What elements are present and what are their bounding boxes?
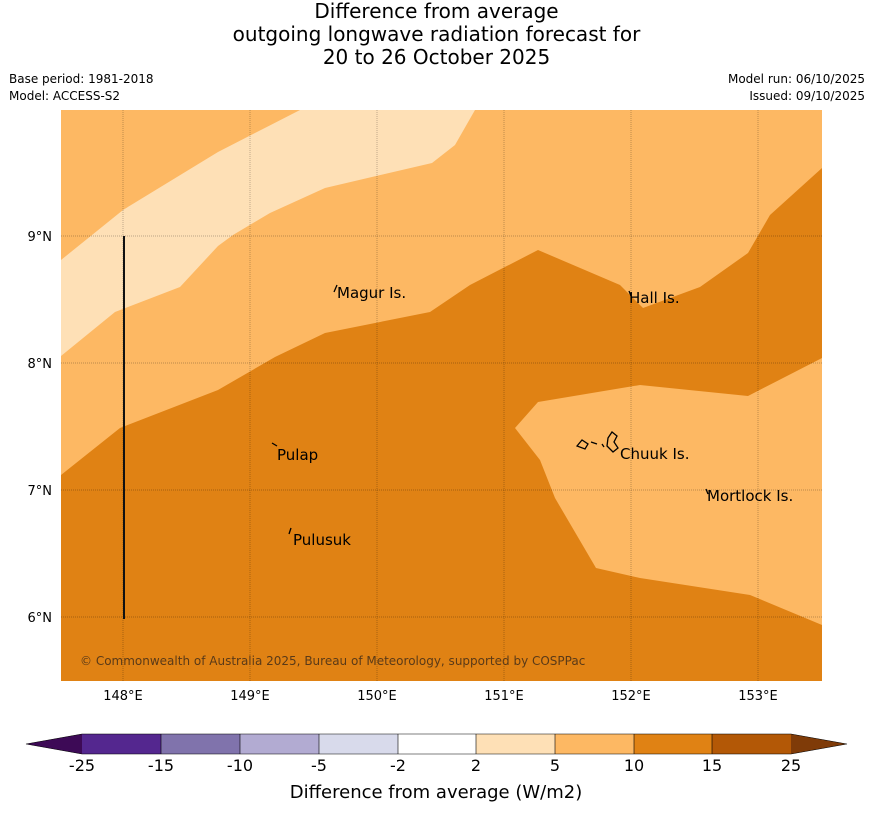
cb-tick-6: 2 bbox=[471, 756, 481, 775]
island-mortlock bbox=[705, 488, 709, 495]
lon-151: 151°E bbox=[484, 689, 524, 704]
lon-148: 148°E bbox=[103, 689, 143, 704]
cb-tick-3: -10 bbox=[227, 756, 253, 775]
title-line-1: Difference from average bbox=[314, 0, 559, 23]
cb-tick-2: -15 bbox=[148, 756, 174, 775]
map-plot-area bbox=[61, 110, 822, 681]
place-mortlock: Mortlock Is. bbox=[707, 487, 793, 505]
colorbar: -25 -15 -10 -5 -2 2 5 10 15 25 Differenc… bbox=[25, 733, 848, 803]
graticule bbox=[61, 110, 822, 681]
place-labels: Magur Is. Hall Is. Pulap Chuuk Is. Mortl… bbox=[277, 284, 793, 549]
cb-tick-4: -5 bbox=[311, 756, 327, 775]
region-5-to-10-chuuk bbox=[515, 358, 822, 625]
cb-tick-10: 25 bbox=[781, 756, 801, 775]
island-pulap bbox=[271, 442, 278, 447]
colorbar-extend-min bbox=[26, 734, 82, 754]
island-magur bbox=[333, 284, 338, 293]
longitude-labels: 148°E 149°E 150°E 151°E 152°E 153°E bbox=[103, 689, 778, 704]
island-chuuk bbox=[575, 431, 619, 453]
cb-tick-9: 15 bbox=[702, 756, 722, 775]
lat-8: 8°N bbox=[28, 357, 53, 372]
island-pulusuk bbox=[288, 527, 292, 535]
colorbar-extend-max bbox=[791, 734, 847, 754]
place-pulap: Pulap bbox=[277, 446, 318, 464]
cb-tick-1: -25 bbox=[69, 756, 95, 775]
map-title: Difference from average outgoing longwav… bbox=[0, 0, 873, 69]
place-pulusuk: Pulusuk bbox=[293, 531, 351, 549]
lon-153: 153°E bbox=[738, 689, 778, 704]
islands bbox=[271, 284, 709, 535]
place-chuuk: Chuuk Is. bbox=[620, 445, 689, 463]
place-magur: Magur Is. bbox=[337, 284, 406, 302]
colorbar-band-9 bbox=[712, 734, 791, 754]
base-period: Base period: 1981-2018 bbox=[9, 72, 154, 86]
colorbar-band-1 bbox=[82, 734, 161, 754]
meta-right: Model run: 06/10/2025 Issued: 09/10/2025 bbox=[728, 71, 865, 105]
issued-date: Issued: 09/10/2025 bbox=[749, 89, 865, 103]
lon-150: 150°E bbox=[357, 689, 397, 704]
colorbar-band-6 bbox=[476, 734, 555, 754]
colorbar-band-5 bbox=[398, 734, 476, 754]
cb-tick-8: 10 bbox=[624, 756, 644, 775]
cb-tick-5: -2 bbox=[390, 756, 406, 775]
title-line-3: 20 to 26 October 2025 bbox=[322, 45, 551, 69]
colorbar-band-3 bbox=[240, 734, 319, 754]
copyright-notice: © Commonwealth of Australia 2025, Bureau… bbox=[80, 654, 585, 668]
model-name: Model: ACCESS-S2 bbox=[9, 89, 121, 103]
colorbar-title: Difference from average (W/m2) bbox=[290, 782, 582, 803]
lat-9: 9°N bbox=[28, 230, 53, 245]
lon-152: 152°E bbox=[611, 689, 651, 704]
colorbar-band-8 bbox=[634, 734, 712, 754]
colorbar-band-4 bbox=[319, 734, 398, 754]
lat-7: 7°N bbox=[28, 484, 53, 499]
island-hall bbox=[628, 290, 632, 297]
region-2-to-5-northwest bbox=[61, 110, 475, 356]
model-run: Model run: 06/10/2025 bbox=[727, 72, 865, 86]
meta-left: Base period: 1981-2018 Model: ACCESS-S2 bbox=[9, 71, 154, 105]
colorbar-ticks: -25 -15 -10 -5 -2 2 5 10 15 25 bbox=[69, 756, 801, 775]
lon-149: 149°E bbox=[230, 689, 270, 704]
latitude-labels: 9°N 8°N 7°N 6°N bbox=[28, 230, 53, 626]
lat-6: 6°N bbox=[28, 611, 53, 626]
colorbar-band-7 bbox=[555, 734, 634, 754]
colorbar-band-2 bbox=[161, 734, 240, 754]
title-line-2: outgoing longwave radiation forecast for bbox=[232, 22, 641, 46]
cb-tick-7: 5 bbox=[550, 756, 560, 775]
place-hall: Hall Is. bbox=[629, 289, 680, 307]
